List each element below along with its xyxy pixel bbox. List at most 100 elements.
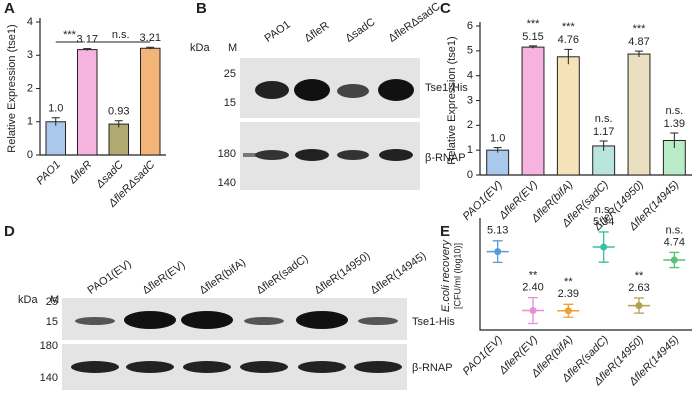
x-tick-label: PAO1(EV) bbox=[461, 333, 505, 377]
value-label: 1.39 bbox=[664, 118, 685, 130]
kda-label: kDa bbox=[18, 294, 38, 306]
bar bbox=[139, 47, 161, 156]
value-label: 3.21 bbox=[140, 32, 161, 44]
target-label: Tse1-His bbox=[425, 82, 468, 94]
value-label: 2.39 bbox=[558, 288, 579, 300]
value-label: 5.13 bbox=[487, 225, 508, 237]
lane-label: ΔfleR(14945) bbox=[369, 250, 429, 297]
y-tick-label: 1 bbox=[467, 144, 473, 156]
x-tick-label: PAO1 bbox=[34, 159, 63, 188]
axis bbox=[479, 22, 692, 176]
marker-lane-label: M bbox=[50, 294, 59, 306]
value-label: 1.17 bbox=[593, 126, 614, 138]
value-label: 4.87 bbox=[628, 36, 649, 48]
lane-label: ΔfleR(14950) bbox=[313, 250, 373, 297]
y-tick-label: 4 bbox=[467, 70, 473, 82]
target-label: β-RNAP bbox=[425, 152, 466, 164]
marker-label: 25 bbox=[224, 68, 236, 80]
mean-dot bbox=[600, 243, 608, 251]
bar bbox=[76, 49, 98, 156]
y-axis-label: E.coli recovery bbox=[440, 238, 452, 312]
bar bbox=[627, 53, 651, 176]
panel-label: A bbox=[4, 0, 15, 17]
significance: ** bbox=[635, 270, 644, 282]
y-axis-label: Relative Expression (tse1) bbox=[6, 24, 18, 152]
x-tick-label: PAO1(EV) bbox=[461, 178, 505, 222]
value-label: 5.34 bbox=[593, 216, 614, 228]
marker-label: 25 bbox=[46, 296, 58, 308]
y-tick-label: 3 bbox=[27, 49, 33, 61]
y-tick-label: 2 bbox=[467, 119, 473, 131]
significance: n.s. bbox=[112, 29, 130, 41]
target-label: Tse1-His bbox=[412, 316, 455, 328]
error-bar bbox=[529, 45, 537, 49]
value-label: 4.74 bbox=[664, 236, 685, 248]
axis bbox=[479, 218, 692, 331]
significance: ** bbox=[529, 270, 538, 282]
value-label: 2.40 bbox=[522, 282, 543, 294]
panel-label: E bbox=[440, 223, 450, 240]
significance: n.s. bbox=[595, 113, 613, 125]
error-bar bbox=[599, 140, 608, 151]
mean-dot bbox=[564, 307, 572, 315]
marker-label: 15 bbox=[46, 316, 58, 328]
kda-label: kDa bbox=[190, 42, 210, 54]
value-label: 3.17 bbox=[77, 34, 98, 46]
lane-label: ΔfleR(sadC) bbox=[255, 253, 311, 297]
marker-label: 180 bbox=[218, 148, 236, 160]
error-bar bbox=[51, 117, 60, 126]
x-tick-label: ΔfleR bbox=[66, 159, 94, 187]
y-axis-label: Relative Expression (tse1) bbox=[446, 36, 458, 164]
panel-label: B bbox=[196, 0, 207, 17]
lane-label: ΔsadC bbox=[344, 16, 378, 45]
error-bar bbox=[670, 132, 679, 148]
significance: *** bbox=[527, 18, 541, 30]
lane-label: ΔfleR(bifA) bbox=[198, 256, 248, 296]
mean-dot bbox=[670, 256, 678, 264]
y-tick-label: 0 bbox=[467, 169, 473, 181]
bar bbox=[45, 121, 67, 156]
marker-lane-label: M bbox=[228, 42, 237, 54]
value-label: 2.63 bbox=[628, 282, 649, 294]
marker-label: 15 bbox=[224, 97, 236, 109]
mean-dot bbox=[635, 302, 643, 310]
mean-dot bbox=[529, 307, 537, 315]
y-tick-label: 0 bbox=[27, 149, 33, 161]
lane-label: ΔfleR bbox=[303, 20, 332, 45]
significance: *** bbox=[633, 23, 647, 35]
error-bar bbox=[493, 147, 502, 153]
y-tick-label: 1 bbox=[27, 116, 33, 128]
significance: n.s. bbox=[665, 224, 683, 236]
y-axis-label: [CFU/ml (log10)] bbox=[452, 243, 462, 309]
significance: n.s. bbox=[665, 105, 683, 117]
value-label: 4.76 bbox=[558, 34, 579, 46]
error-bar bbox=[635, 50, 643, 58]
y-tick-label: 5 bbox=[467, 45, 473, 57]
marker-label: 140 bbox=[218, 177, 236, 189]
marker-label: 140 bbox=[40, 372, 58, 384]
bar bbox=[108, 123, 130, 156]
error-bar bbox=[114, 120, 123, 128]
lane-label: ΔfleRΔsadC bbox=[387, 1, 443, 45]
value-label: 1.0 bbox=[48, 103, 63, 115]
blot-image bbox=[62, 298, 407, 390]
value-label: 0.93 bbox=[108, 106, 129, 118]
significance: *** bbox=[562, 21, 576, 33]
y-tick-label: 4 bbox=[27, 16, 33, 28]
blot-image bbox=[240, 58, 420, 190]
value-label: 1.0 bbox=[490, 133, 505, 145]
error-bar bbox=[83, 48, 92, 51]
bar bbox=[486, 149, 510, 176]
error-bar bbox=[146, 46, 155, 50]
y-tick-label: 2 bbox=[27, 82, 33, 94]
value-label: 5.15 bbox=[522, 31, 543, 43]
bar bbox=[556, 56, 580, 176]
significance: n.s. bbox=[595, 204, 613, 216]
panel-label: C bbox=[440, 0, 451, 17]
lane-label: PAO1 bbox=[263, 19, 293, 45]
lane-label: ΔfleR(EV) bbox=[141, 259, 188, 297]
mean-dot bbox=[494, 248, 502, 256]
lane-label: PAO1(EV) bbox=[86, 258, 134, 297]
y-tick-label: 3 bbox=[467, 94, 473, 106]
